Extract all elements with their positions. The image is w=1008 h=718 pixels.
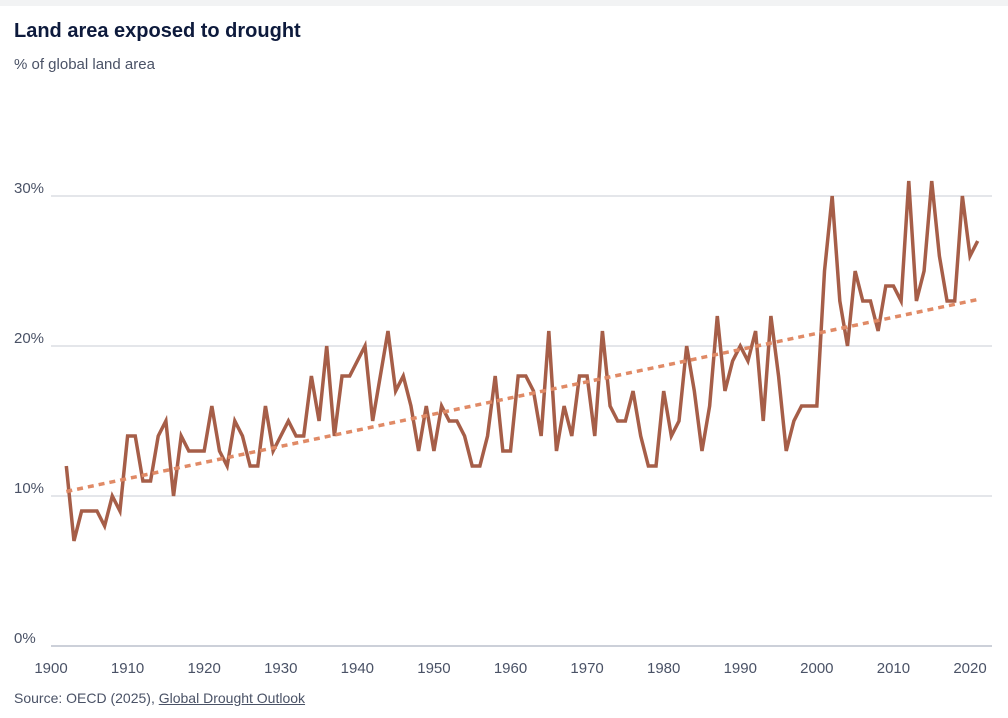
x-tick-label: 2010 (877, 660, 910, 677)
x-tick-label: 1940 (341, 660, 374, 677)
trend-line (65, 297, 979, 494)
chart-subtitle: % of global land area (14, 56, 155, 73)
line-chart: 0% 10% 20% 30% 1900 1910 1920 1930 1940 1950 1960 1… (14, 180, 992, 677)
source-link[interactable]: Global Drought Outlook (158, 690, 306, 706)
x-tick-label: 1920 (187, 660, 220, 677)
drought-series-line (64, 180, 980, 542)
x-tick-label: 1970 (570, 660, 603, 677)
x-tick-label: 1930 (264, 660, 297, 677)
chart-title: Land area exposed to drought (14, 20, 301, 42)
source-note: Source: OECD (2025), Global Drought Outl… (14, 690, 305, 706)
y-tick-label: 10% (14, 480, 44, 497)
x-tick-label: 1960 (494, 660, 527, 677)
x-tick-label: 1900 (34, 660, 67, 677)
x-tick-label: 2000 (800, 660, 833, 677)
y-tick-label: 0% (14, 630, 36, 647)
source-prefix: Source: OECD (2025), (14, 690, 159, 706)
x-tick-label: 1990 (724, 660, 757, 677)
x-tick-label: 2020 (953, 660, 986, 677)
x-tick-label: 1950 (417, 660, 450, 677)
x-tick-label: 1980 (647, 660, 680, 677)
x-tick-label: 1910 (111, 660, 144, 677)
y-tick-label: 30% (14, 180, 44, 197)
y-tick-label: 20% (14, 330, 44, 347)
